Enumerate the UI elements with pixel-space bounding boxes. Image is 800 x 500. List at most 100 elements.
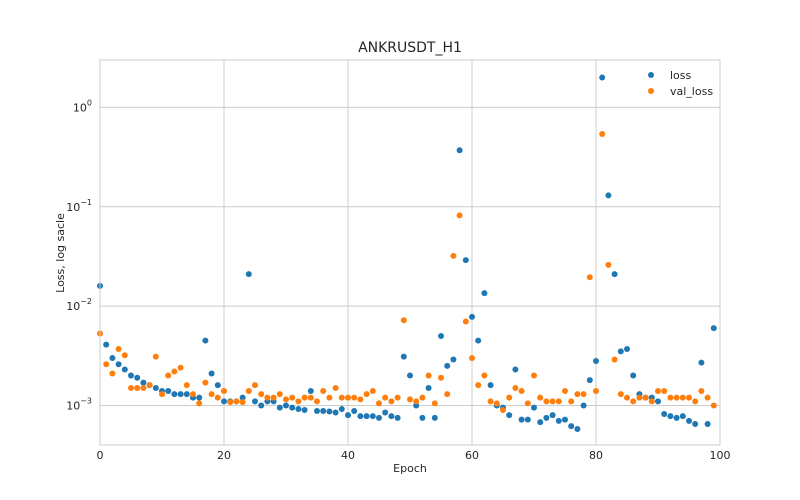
loss-point [586,377,593,384]
val_loss-point [648,398,655,405]
val_loss-point [394,394,401,401]
y-tick-base: 10 [66,399,80,412]
val_loss-point [233,398,240,405]
val_loss-point [307,394,314,401]
val_loss-point [159,391,165,398]
val_loss-point [617,391,624,398]
loss-point [686,417,692,424]
loss-point [599,74,606,81]
val_loss-point [382,394,389,401]
val_loss-point [252,382,258,389]
val_loss-point [326,394,333,401]
val_loss-point [239,399,246,406]
val_loss-point [450,252,457,259]
val_loss-point [425,372,432,379]
val_loss-point [599,130,606,137]
val_loss-point [320,387,327,394]
loss-point [295,406,302,413]
val_loss-point [524,400,531,407]
loss-point [438,333,444,340]
val_loss-point [580,391,587,398]
x-tick-label: 40 [341,449,355,462]
loss-point [140,379,147,386]
legend: loss val_loss [648,69,713,98]
loss-point [115,361,122,368]
val_loss-point [506,394,513,401]
val_loss-point [276,391,283,398]
y-tick-label: 100 [73,98,92,114]
loss-point [121,366,128,373]
val_loss-point [574,391,581,398]
loss-point [506,412,513,419]
data-points [97,74,717,432]
loss-point [679,413,686,420]
val_loss-point [128,384,134,391]
y-tick-exponent: −2 [80,297,92,306]
val_loss-point [543,398,550,405]
val_loss-point [121,352,128,359]
val_loss-point [345,394,351,401]
y-axis-label: Loss, log sacle [54,213,67,293]
val_loss-point [314,398,320,405]
val_loss-point [332,384,339,391]
val_loss-point [531,372,537,379]
loss-legend-label: loss [670,69,692,82]
loss-point [673,414,680,421]
val_loss-point [376,400,382,407]
val_loss-point [363,391,370,398]
loss-point [444,362,451,369]
loss-point [555,417,562,424]
y-tick-base: 10 [73,101,87,114]
x-axis-ticks: 0 20 40 60 80 100 [97,449,731,462]
loss-point [152,384,159,391]
loss-point [128,372,134,379]
loss-point [376,414,382,421]
val_loss-point [487,398,494,405]
loss-point [245,271,252,278]
x-tick-label: 60 [465,449,479,462]
val_loss-point [357,396,364,403]
loss-point [338,406,345,413]
loss-point [549,412,556,419]
loss-point [704,421,711,428]
loss-point [698,359,705,366]
val_loss-point [481,372,488,379]
loss-point [394,414,401,421]
loss-point [667,413,674,420]
x-tick-label: 20 [217,449,231,462]
loss-point [450,356,457,363]
val_loss-point [214,394,221,401]
loss-point [481,290,488,297]
val_loss-point [190,391,196,398]
val_loss-point [196,400,203,407]
y-tick-label: 10−3 [66,396,92,412]
loss-point [332,409,339,416]
loss-point [208,370,215,377]
loss-point [475,337,482,344]
loss-point [221,398,227,405]
loss-point [661,411,668,418]
val_loss-point [165,372,172,379]
val_loss-point [549,398,556,405]
loss-point [462,257,469,264]
loss-point [326,408,333,415]
loss-point [524,416,531,423]
loss-point [177,391,184,398]
loss-point [134,374,141,381]
y-tick-label: 10−1 [66,198,92,214]
loss-point [239,394,246,401]
val_loss-point [438,374,444,381]
loss-legend-marker [648,72,654,78]
loss-point [289,404,296,411]
loss-point [400,353,407,360]
loss-point [202,337,209,344]
loss-point [307,387,314,394]
val_loss-point [493,400,500,407]
loss-point [407,372,413,379]
loss-point [413,402,420,409]
val_loss-point [630,398,637,405]
val_loss-point [152,353,159,360]
val_loss-point [177,364,184,371]
